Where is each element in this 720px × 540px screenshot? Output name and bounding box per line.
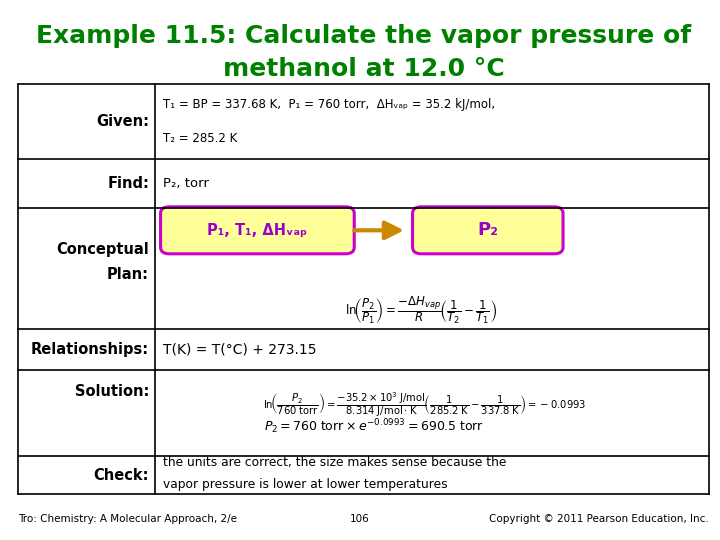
Text: the units are correct, the size makes sense because the: the units are correct, the size makes se… <box>163 456 507 469</box>
Text: Plan:: Plan: <box>107 267 149 281</box>
Text: $\mathrm{ln}\!\left(\dfrac{P_2}{P_1}\right) = \dfrac{-\Delta H_{vap}}{R}\!\left(: $\mathrm{ln}\!\left(\dfrac{P_2}{P_1}\rig… <box>345 294 498 327</box>
Text: vapor pressure is lower at lower temperatures: vapor pressure is lower at lower tempera… <box>163 478 448 491</box>
Text: P₂, torr: P₂, torr <box>163 177 210 190</box>
Text: Example 11.5: Calculate the vapor pressure of: Example 11.5: Calculate the vapor pressu… <box>36 24 691 48</box>
Text: P₁, T₁, ΔHᵥₐₚ: P₁, T₁, ΔHᵥₐₚ <box>207 223 307 238</box>
Text: T₂ = 285.2 K: T₂ = 285.2 K <box>163 132 238 145</box>
Text: Solution:: Solution: <box>75 384 149 399</box>
Text: T(K) = T(°C) + 273.15: T(K) = T(°C) + 273.15 <box>163 343 317 356</box>
Text: $P_2 = 760\;\mathrm{torr}\times e^{-0.0993} = 690.5\;\mathrm{torr}$: $P_2 = 760\;\mathrm{torr}\times e^{-0.09… <box>264 417 485 436</box>
FancyBboxPatch shape <box>413 207 563 254</box>
Text: Tro: Chemistry: A Molecular Approach, 2/e: Tro: Chemistry: A Molecular Approach, 2/… <box>18 515 237 524</box>
Text: P₂: P₂ <box>477 221 498 239</box>
Text: 106: 106 <box>350 515 370 524</box>
Text: Conceptual: Conceptual <box>56 242 149 257</box>
Text: $\mathrm{ln}\!\left(\dfrac{P_2}{760\;\mathrm{torr}}\right)=\dfrac{-35.2\times10^: $\mathrm{ln}\!\left(\dfrac{P_2}{760\;\ma… <box>263 390 587 420</box>
Text: methanol at 12.0 °C: methanol at 12.0 °C <box>222 57 505 80</box>
FancyBboxPatch shape <box>161 207 354 254</box>
Text: Check:: Check: <box>94 468 149 483</box>
Text: Find:: Find: <box>107 176 149 191</box>
Text: T₁ = BP = 337.68 K,  P₁ = 760 torr,  ΔHᵥₐₚ = 35.2 kJ/mol,: T₁ = BP = 337.68 K, P₁ = 760 torr, ΔHᵥₐₚ… <box>163 98 495 111</box>
Text: Copyright © 2011 Pearson Education, Inc.: Copyright © 2011 Pearson Education, Inc. <box>490 515 709 524</box>
Text: Relationships:: Relationships: <box>31 342 149 357</box>
Text: Given:: Given: <box>96 114 149 129</box>
